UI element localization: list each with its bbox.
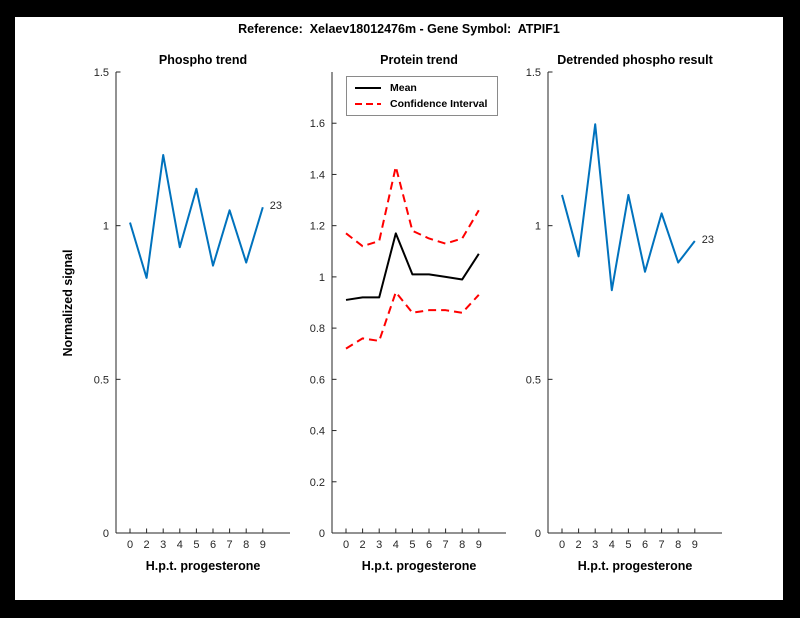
x-tick-label: 4 (609, 539, 615, 551)
chart-title: Protein trend (380, 53, 458, 67)
x-axis-label: H.p.t. progesterone (577, 559, 693, 573)
y-tick-label: 1 (535, 221, 541, 233)
legend-label: Mean (390, 82, 417, 94)
x-axis-label: H.p.t. progesterone (145, 559, 261, 573)
legend-entry-confidence-interval: Confidence Interval (355, 98, 489, 110)
y-tick-label: 0 (319, 528, 325, 540)
y-tick-label: 1.2 (310, 221, 325, 233)
series-end-label: 23 (702, 234, 714, 246)
y-tick-label: 1.6 (310, 118, 325, 130)
series-ci-lower (345, 291, 480, 350)
x-tick-label: 8 (675, 539, 681, 551)
protein-trend-chart: Protein trend 0 2 3 4 5 6 7 8 9 0 0.2 0.4 0.6 0.8 1 1.2… (282, 52, 512, 584)
y-tick-label: 1.5 (94, 67, 109, 79)
legend-label: Confidence Interval (390, 98, 488, 110)
x-tick-label: 0 (559, 539, 565, 551)
x-tick-label: 8 (243, 539, 249, 551)
x-axis-label: H.p.t. progesterone (361, 559, 477, 573)
phospho-trend-chart: Phospho trend 0 2 3 4 5 6 7 8 9 0 0.5 1 1.5 23 H.p.t.… (66, 52, 296, 584)
x-tick-label: 9 (476, 539, 482, 551)
y-tick-label: 0.6 (310, 374, 325, 386)
series-detrended-phospho-signal (561, 123, 696, 292)
y-tick-label: 1 (103, 221, 109, 233)
y-tick-label: 1.4 (310, 169, 325, 181)
x-tick-label: 5 (409, 539, 415, 551)
x-tick-label: 7 (227, 539, 233, 551)
x-tick-label: 6 (426, 539, 432, 551)
phospho-trend-plot: 0 2 3 4 5 6 7 8 900.511.523 (94, 67, 290, 551)
x-tick-label: 0 (127, 539, 133, 551)
x-tick-label: 3 (376, 539, 382, 551)
y-tick-label: 0.4 (310, 426, 325, 438)
y-tick-label: 0.5 (94, 374, 109, 386)
figure-title: Reference: Xelaev18012476m - Gene Symbol… (238, 22, 560, 36)
series-ci-upper (345, 165, 480, 248)
chart-title: Detrended phospho result (557, 53, 713, 67)
x-tick-label: 3 (160, 539, 166, 551)
y-tick-label: 0.8 (310, 323, 325, 335)
detrended-phospho-chart: Detrended phospho result 0 2 3 4 5 6 7 8 9 0 0.5 1 1… (498, 52, 728, 584)
ci-line-sample-icon (355, 103, 381, 105)
x-tick-label: 5 (193, 539, 199, 551)
x-tick-label: 2 (360, 539, 366, 551)
y-tick-label: 1.5 (526, 67, 541, 79)
y-tick-label: 0 (103, 528, 109, 540)
x-tick-label: 5 (625, 539, 631, 551)
legend: Mean Confidence Interval (346, 76, 498, 116)
y-tick-label: 0 (535, 528, 541, 540)
protein-trend-plot: 0 2 3 4 5 6 7 8 900.20.40.60.811.21.41.6 (310, 72, 506, 551)
x-tick-label: 9 (692, 539, 698, 551)
legend-entry-mean: Mean (355, 82, 489, 94)
x-tick-label: 0 (343, 539, 349, 551)
x-tick-label: 7 (659, 539, 665, 551)
x-tick-label: 4 (393, 539, 399, 551)
x-tick-label: 4 (177, 539, 183, 551)
series-mean (345, 232, 480, 301)
y-tick-label: 1 (319, 272, 325, 284)
detrended-phospho-plot: 0 2 3 4 5 6 7 8 900.511.523 (526, 67, 722, 551)
y-tick-label: 0.2 (310, 477, 325, 489)
series-end-label: 23 (270, 200, 282, 212)
x-tick-label: 6 (210, 539, 216, 551)
x-tick-label: 3 (592, 539, 598, 551)
x-tick-label: 2 (144, 539, 150, 551)
mean-line-sample-icon (355, 87, 381, 89)
x-tick-label: 6 (642, 539, 648, 551)
y-tick-label: 0.5 (526, 374, 541, 386)
x-tick-label: 9 (260, 539, 266, 551)
x-tick-label: 8 (459, 539, 465, 551)
x-tick-label: 7 (443, 539, 449, 551)
chart-title: Phospho trend (158, 53, 248, 67)
figure-canvas: Reference: Xelaev18012476m - Gene Symbol… (15, 17, 783, 600)
series-phospho-signal (129, 153, 264, 279)
x-tick-label: 2 (576, 539, 582, 551)
